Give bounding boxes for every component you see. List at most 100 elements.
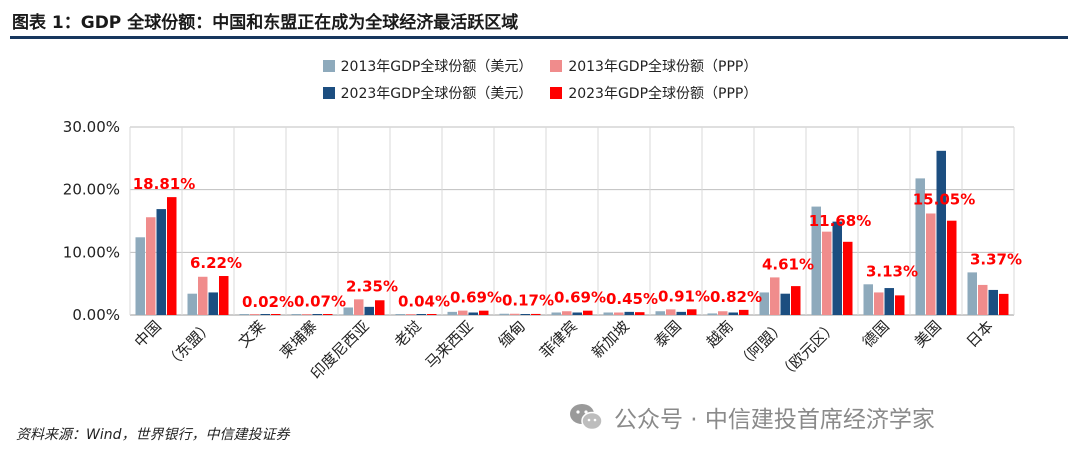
bar [510,313,520,315]
data-label: 6.22% [190,254,242,272]
bar [260,314,270,315]
data-label: 3.37% [970,250,1022,268]
bar [603,312,613,315]
bar [156,209,166,315]
legend-swatch-2013-ppp [550,60,563,72]
bar [676,311,686,315]
bar [874,292,884,315]
data-label: 0.07% [294,293,346,311]
x-tick-label: 马来西亚 [422,317,477,372]
chart-title: 图表 1：GDP 全球份额：中国和东盟正在成为全球经济最活跃区域 [12,13,519,33]
bar [291,314,301,315]
data-label: 0.02% [242,293,294,311]
data-label: 0.82% [710,288,762,306]
watermark-text: 公众号 · 中信建投首席经济学家 [614,407,935,433]
bar [271,314,281,315]
legend-swatch-2023-usd [322,87,335,99]
bar [947,220,957,315]
x-tick-label: 中国 [131,317,165,351]
bar [447,311,457,315]
bar [208,292,218,315]
legend-swatch-2023-ppp [550,87,563,99]
bar [416,314,426,315]
bar [406,314,416,315]
bar [770,277,780,315]
bar [323,314,333,315]
bar [978,284,988,315]
bar [551,312,561,315]
bar [146,217,156,315]
bar [250,314,260,315]
bar [520,314,530,315]
legend-label-2013-ppp: 2013年GDP全球份额（PPP） [568,59,758,75]
bar [999,293,1009,315]
x-tick-label: 缅甸 [495,317,529,351]
x-tick-label: 德国 [859,317,893,351]
bar [988,289,998,315]
legend-row-2: 2023年GDP全球份额（美元） 2023年GDP全球份额（PPP） [0,83,1080,103]
bar [375,300,385,315]
data-label: 18.81% [133,175,195,193]
legend-label-2023-usd: 2023年GDP全球份额（美元） [340,86,533,102]
bar [562,311,572,315]
title-divider [10,36,1068,39]
bar [843,241,853,315]
source-note: 资料来源：Wind，世界银行，中信建投证券 [16,427,290,443]
x-tick-label: 新加坡 [588,317,633,362]
legend-label-2023-ppp: 2023年GDP全球份额（PPP） [568,86,758,102]
bar [479,310,489,315]
bar [895,295,905,315]
data-label: 0.17% [502,292,554,310]
y-tick-label: 30.00% [63,118,120,136]
data-label: 2.35% [346,277,398,295]
x-tick-label: 泰国 [651,317,685,351]
bar [687,309,697,315]
bar [458,310,468,315]
bar [167,197,177,315]
x-tick-label: 老挝 [391,317,425,351]
bar [583,310,593,315]
bar [468,312,478,315]
bar [728,312,738,315]
bar [239,314,249,315]
x-tick-label: 菲律宾 [536,317,581,362]
bar [863,284,873,315]
bar [187,293,197,315]
data-label: 4.61% [762,255,814,273]
x-tick-label: （东盟） [162,317,217,372]
bar [759,292,769,315]
y-tick-label: 10.00% [63,243,120,261]
bar [312,314,322,315]
bar [822,231,832,315]
data-label: 0.04% [398,293,450,311]
legend-item-2013-ppp: 2013年GDP全球份额（PPP） [550,56,757,76]
bar [915,178,925,315]
bar [739,309,749,315]
legend-item-2013-usd: 2013年GDP全球份额（美元） [322,56,532,76]
data-label: 0.91% [658,287,710,305]
bar [614,312,624,315]
y-tick-label: 20.00% [63,181,120,199]
bar [499,313,509,315]
bar [219,276,229,315]
bar [936,150,946,315]
bar [967,272,977,315]
bar [302,314,312,315]
bar [395,314,405,315]
data-label: 0.45% [606,290,658,308]
bar [343,307,353,315]
y-tick-label: 0.00% [72,306,120,324]
x-tick-label: 美国 [911,317,945,351]
bar [198,276,208,315]
bar [427,314,437,315]
wechat-icon [570,404,603,431]
bar [531,313,541,315]
bar [832,221,842,315]
bar [655,311,665,315]
data-label: 11.68% [809,212,871,230]
bar [572,312,582,315]
bar [135,237,145,315]
legend-item-2023-usd: 2023年GDP全球份额（美元） [322,83,533,103]
data-label: 0.69% [554,289,606,307]
data-label: 15.05% [913,191,975,209]
